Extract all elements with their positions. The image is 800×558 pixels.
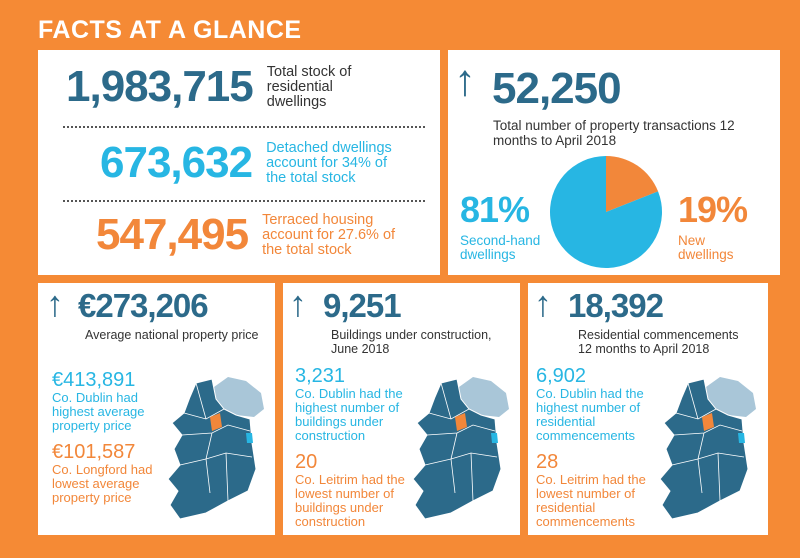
longford-county [210, 413, 222, 431]
ireland-map [411, 373, 516, 528]
price-label: Average national property price [85, 328, 259, 342]
dublin-county [738, 433, 745, 443]
commencements-details: 6,902 Co. Dublin had the highest number … [536, 365, 656, 529]
commencements-low-value: 28 [536, 451, 559, 473]
price-details: €413,891 Co. Dublin had highest average … [52, 369, 164, 505]
construction-details: 3,231 Co. Dublin had the highest number … [295, 365, 415, 529]
construction-high-value: 3,231 [295, 365, 346, 387]
transactions-label: Total number of property transactions 12… [493, 118, 735, 148]
construction-panel: ↑ 9,251 Buildings under construction, Ju… [283, 283, 520, 535]
arrow-up-icon: ↑ [289, 283, 307, 324]
price-panel: ↑ €273,206 Average national property pri… [38, 283, 275, 535]
new-label: New dwellings [678, 233, 734, 262]
detached-stat: 673,632 Detached dwellings account for 3… [100, 138, 401, 188]
ireland-map [658, 373, 763, 528]
commencements-high-label: Co. Dublin had the highest number of res… [536, 386, 644, 443]
detached-value: 673,632 [100, 138, 253, 187]
pie-slice-second-hand-dwellings [550, 156, 662, 268]
total-stock-label: Total stock of residential dwellings [266, 63, 352, 110]
commencements-high-value: 6,902 [536, 365, 587, 387]
dublin-county [491, 433, 498, 443]
ireland-map-shape [167, 378, 257, 520]
detached-label: Detached dwellings account for 34% of th… [266, 139, 392, 186]
price-low-label: Co. Longford had lowest average property… [52, 462, 153, 505]
arrow-up-icon: ↑ [454, 56, 476, 105]
commencements-low-label: Co. Leitrim had the lowest number of res… [536, 472, 646, 529]
northern-ireland-region [214, 377, 264, 417]
page-title: FACTS AT A GLANCE [38, 16, 302, 44]
price-low-value: €101,587 [52, 441, 136, 463]
terraced-label: Terraced housing account for 27.6% of th… [262, 211, 396, 258]
price-high-label: Co. Dublin had highest average property … [52, 390, 145, 433]
second-hand-label: Second-hand dwellings [460, 233, 541, 262]
total-stock-stat: 1,983,715 Total stock of residential dwe… [66, 62, 382, 112]
price-value: €273,206 [78, 287, 209, 324]
dublin-county [246, 433, 253, 443]
total-stock-value: 1,983,715 [66, 62, 254, 111]
terraced-stat: 547,495 Terraced housing account for 27.… [96, 210, 397, 260]
arrow-up-icon: ↑ [534, 283, 552, 324]
commencements-panel: ↑ 18,392 Residential commencements 12 mo… [528, 283, 768, 535]
construction-label: Buildings under construction, June 2018 [331, 328, 492, 356]
longford-county [702, 413, 714, 431]
ireland-map-shape [412, 378, 502, 520]
county-lines [671, 382, 745, 502]
northern-ireland-region [459, 377, 509, 417]
county-lines [424, 382, 498, 502]
price-high-value: €413,891 [52, 369, 136, 391]
new-pct: 19% [678, 189, 748, 230]
divider [63, 126, 425, 128]
transactions-panel: ↑ 52,250 Total number of property transa… [448, 50, 780, 275]
arrow-up-icon: ↑ [46, 283, 64, 324]
stock-panel: 1,983,715 Total stock of residential dwe… [38, 50, 440, 275]
ireland-map-shape [659, 378, 749, 520]
commencements-label: Residential commencements 12 months to A… [578, 328, 739, 356]
construction-high-label: Co. Dublin had the highest number of bui… [295, 386, 403, 443]
pie-slice-new-dwellings [606, 156, 659, 212]
ireland-map [166, 373, 271, 528]
county-lines [179, 382, 253, 502]
divider [63, 200, 425, 202]
commencements-value: 18,392 [568, 287, 664, 324]
pie-chart [550, 156, 662, 268]
longford-county [455, 413, 467, 431]
northern-ireland-region [706, 377, 756, 417]
terraced-value: 547,495 [96, 210, 249, 259]
transactions-value: 52,250 [492, 64, 622, 113]
second-hand-pct: 81% [460, 189, 530, 230]
construction-value: 9,251 [323, 287, 402, 324]
construction-low-label: Co. Leitrim had the lowest number of bui… [295, 472, 405, 529]
construction-low-value: 20 [295, 451, 318, 473]
